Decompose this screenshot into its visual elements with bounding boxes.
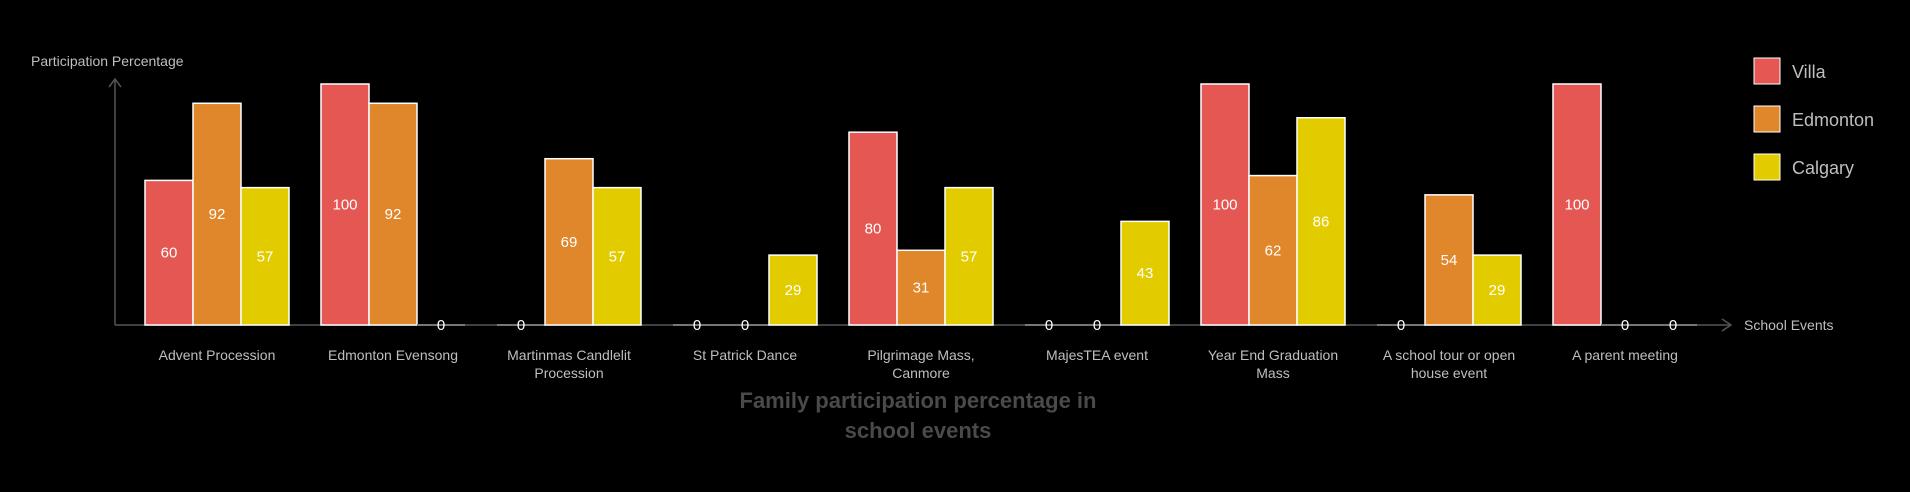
legend: Villa Edmonton Calgary: [1753, 57, 1874, 181]
bar-label-calgary-8: 0: [1669, 317, 1677, 334]
bar-label-villa-1: 100: [332, 197, 357, 214]
legend-swatch-calgary: [1753, 153, 1781, 181]
bar-edmonton-1: [368, 102, 418, 326]
y-axis-label: Participation Percentage: [31, 53, 184, 69]
bar-edmonton-7: [1424, 194, 1474, 326]
bar-calgary-0: [240, 186, 290, 326]
bar-label-edmonton-7: 54: [1441, 252, 1458, 269]
bar-label-edmonton-4: 31: [913, 280, 930, 297]
bar-label-edmonton-0: 92: [209, 206, 226, 223]
x-axis-label: School Events: [1744, 317, 1834, 333]
bar-villa-1: [320, 83, 370, 326]
bar-calgary-3: [768, 254, 818, 326]
bar-villa-8: [1552, 83, 1602, 326]
bar-label-calgary-6: 86: [1313, 213, 1330, 230]
bar-edmonton-0: [192, 102, 242, 326]
bar-edmonton-4: [896, 249, 946, 326]
bar-label-edmonton-5: 0: [1093, 317, 1101, 334]
x-tick-label-0: Advent Procession: [159, 347, 276, 363]
x-tick-labels: Advent Procession Edmonton Evensong Martin…: [159, 347, 1678, 381]
bar-label-calgary-1: 0: [437, 317, 445, 334]
bar-villa-0: [144, 179, 194, 326]
x-tick-label-8: A parent meeting: [1572, 347, 1678, 363]
bar-label-calgary-4: 57: [961, 248, 978, 265]
x-axis-arrow: [1721, 318, 1733, 332]
x-tick-label-4: Pilgrimage Mass, Canmore: [867, 347, 974, 381]
x-tick-label-1: Edmonton Evensong: [328, 347, 458, 363]
legend-swatch-edmonton: [1753, 105, 1781, 133]
bar-label-edmonton-1: 92: [385, 206, 402, 223]
bar-calgary-2: [592, 186, 642, 326]
bar-label-villa-0: 60: [161, 245, 178, 262]
bar-calgary-6: [1296, 116, 1346, 326]
bar-label-villa-8: 100: [1564, 197, 1589, 214]
bar-edmonton-2: [544, 157, 594, 326]
x-tick-label-7: A school tour or open house event: [1383, 347, 1515, 381]
legend-label-villa: Villa: [1792, 62, 1827, 82]
bar-label-villa-4: 80: [865, 221, 882, 238]
legend-label-calgary: Calgary: [1792, 158, 1854, 178]
bar-calgary-4: [944, 186, 994, 326]
legend-swatch-villa: [1753, 57, 1781, 85]
chart-title: Family participation percentage in school…: [740, 388, 1097, 443]
bars: 60 92 57 100 92 0 0 69 57 0 0 29 80 31 57 0 0 43 100 62 86 0 5…: [144, 83, 1697, 334]
bar-label-villa-5: 0: [1045, 317, 1053, 334]
bar-calgary-5: [1120, 220, 1170, 326]
bar-label-edmonton-2: 69: [561, 234, 578, 251]
bar-label-villa-2: 0: [517, 317, 525, 334]
bar-label-calgary-3: 29: [785, 282, 802, 299]
bar-label-calgary-5: 43: [1137, 265, 1154, 282]
bar-label-calgary-2: 57: [609, 248, 626, 265]
bar-label-edmonton-6: 62: [1265, 242, 1282, 259]
x-tick-label-6: Year End Graduation Mass: [1208, 347, 1338, 381]
bar-label-villa-7: 0: [1397, 317, 1405, 334]
x-tick-label-3: St Patrick Dance: [693, 347, 797, 363]
bar-calgary-7: [1472, 254, 1522, 326]
bar-edmonton-6: [1248, 174, 1298, 326]
x-tick-label-5: MajesTEA event: [1046, 347, 1148, 363]
bar-label-edmonton-8: 0: [1621, 317, 1629, 334]
bar-label-edmonton-3: 0: [741, 317, 749, 334]
bar-label-calgary-7: 29: [1489, 282, 1506, 299]
bar-label-villa-6: 100: [1212, 197, 1237, 214]
x-tick-label-2: Martinmas Candlelit Procession: [507, 347, 631, 381]
bar-label-calgary-0: 57: [257, 248, 274, 265]
legend-label-edmonton: Edmonton: [1792, 110, 1874, 130]
bar-label-villa-3: 0: [693, 317, 701, 334]
bar-villa-4: [848, 131, 898, 326]
y-axis-arrow: [108, 77, 122, 88]
